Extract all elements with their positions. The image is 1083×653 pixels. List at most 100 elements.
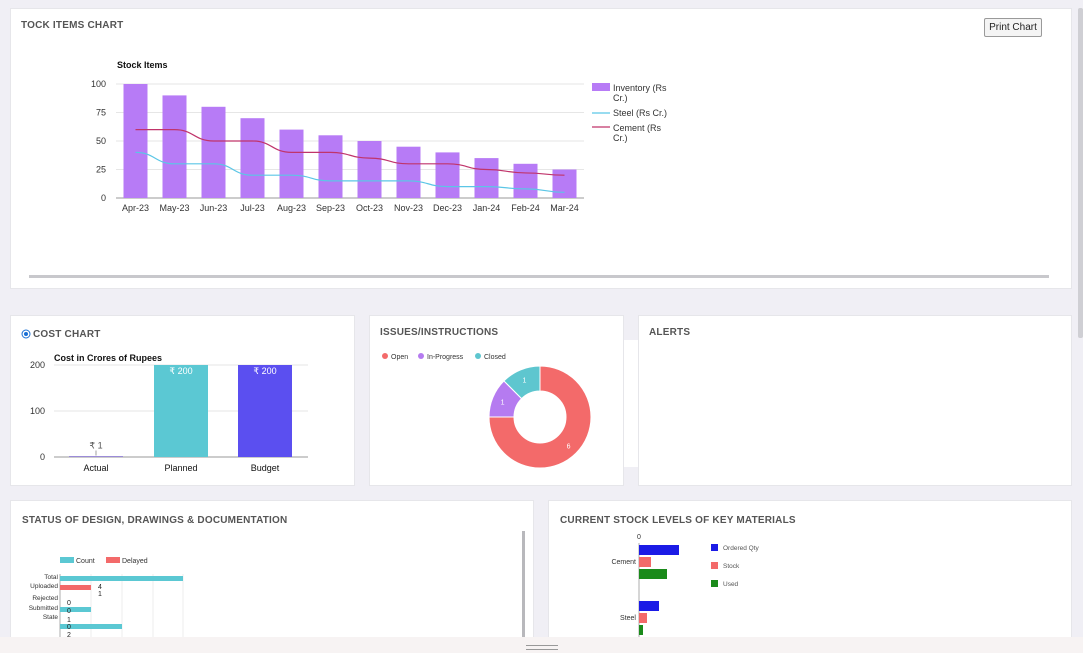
y-tick-label: 50 [96, 136, 106, 146]
legend-swatch [711, 562, 718, 569]
bar-inventory [435, 152, 460, 198]
bar-stock-cement [639, 557, 651, 567]
data-label: ₹ 1 [89, 441, 102, 451]
legend-dot-open [382, 353, 388, 359]
x-tick-label: Planned [164, 463, 197, 473]
y-tick-label: 75 [96, 108, 106, 118]
bar-delayed [60, 585, 91, 590]
bar-inventory [240, 118, 265, 198]
y-tick-label: 100 [91, 79, 106, 89]
legend-label-inventory-cont: Cr.) [613, 93, 628, 103]
data-label: 6 [567, 444, 571, 451]
x-tick-label: Sep-23 [316, 203, 345, 213]
y-tick-label: 100 [30, 406, 45, 416]
resize-handle-icon[interactable] [526, 645, 558, 650]
y-tick-label: 0 [101, 193, 106, 203]
data-label: ₹ 200 [169, 366, 192, 376]
horizontal-scrollbar[interactable] [29, 275, 1049, 278]
legend-swatch-inventory [592, 83, 610, 91]
legend-swatch-delayed [106, 557, 120, 563]
donut-slice-closed [503, 365, 541, 400]
y-tick-label: Cement [611, 559, 636, 566]
chart-title: Cost in Crores of Rupees [54, 353, 162, 363]
legend-label: Open [391, 354, 408, 361]
legend-swatch-count [60, 557, 74, 563]
data-label: 2 [67, 632, 71, 639]
legend-label-inventory: Inventory (Rs [613, 83, 667, 93]
data-label: 1 [67, 617, 71, 624]
data-label: 1 [501, 400, 505, 407]
bar-inventory [396, 146, 421, 198]
x-tick-label: Mar-24 [550, 203, 579, 213]
issues-card-strip [624, 340, 638, 467]
data-label: 0 [67, 600, 71, 607]
bar-budget [238, 365, 292, 457]
bar-inventory [513, 163, 538, 198]
bar-inventory [279, 129, 304, 198]
x-tick-label: Jan-24 [473, 203, 501, 213]
legend-label-steel: Steel (Rs Cr.) [613, 108, 667, 118]
page-scrollbar[interactable] [1078, 8, 1083, 338]
design-status-chart: Count Delayed Total Uploaded Rejected Submitt… [29, 531, 525, 641]
print-chart-button[interactable]: Print Chart [984, 18, 1042, 37]
y-tick-label: 200 [30, 360, 45, 370]
legend-dot-closed [475, 353, 481, 359]
bar-actual [69, 456, 123, 457]
data-label: 1 [98, 591, 102, 598]
radio-icon[interactable] [21, 329, 31, 339]
x-tick-label: Oct-23 [356, 203, 383, 213]
x-tick-label: 0 [637, 534, 641, 541]
x-tick-label: Jul-23 [240, 203, 265, 213]
materials-card: CURRENT STOCK LEVELS OF KEY MATERIALS 0 C… [548, 500, 1072, 650]
vertical-scrollbar[interactable] [522, 531, 525, 641]
x-tick-label: Feb-24 [511, 203, 540, 213]
bar-count [60, 607, 91, 612]
design-status-card: STATUS OF DESIGN, DRAWINGS & DOCUMENTATI… [10, 500, 534, 650]
bar-stock-steel [639, 613, 647, 623]
bar-inventory [357, 141, 382, 198]
bar-count [60, 576, 183, 581]
legend-swatch [711, 544, 718, 551]
data-label: 0 [67, 624, 71, 631]
legend-label: Closed [484, 354, 506, 361]
bar-inventory [123, 84, 148, 198]
line-cement [135, 129, 565, 176]
x-tick-label: May-23 [159, 203, 189, 213]
bar-planned [154, 365, 208, 457]
bar-ordered-cement [639, 545, 679, 555]
y-tick-label: Rejected [32, 595, 58, 602]
line-steel [135, 151, 565, 193]
bar-used-cement [639, 569, 667, 579]
design-status-title: STATUS OF DESIGN, DRAWINGS & DOCUMENTATI… [22, 515, 288, 526]
issues-card: ISSUES/INSTRUCTIONS Open In-Progress Close… [369, 315, 624, 486]
materials-title: CURRENT STOCK LEVELS OF KEY MATERIALS [560, 515, 796, 526]
bar-ordered-steel [639, 601, 659, 611]
legend-label-cement: Cement (Rs [613, 123, 662, 133]
legend-dot-in-progress [418, 353, 424, 359]
y-tick-label: 0 [40, 452, 45, 462]
donut-slice-open [488, 365, 592, 469]
x-tick-label: Apr-23 [122, 203, 149, 213]
chart-title: Stock Items [117, 60, 168, 70]
x-tick-label: Actual [83, 463, 108, 473]
data-label: 4 [98, 584, 102, 591]
legend-label: Ordered Qty [723, 545, 760, 552]
bar-inventory [474, 158, 499, 198]
data-label: 1 [523, 378, 527, 385]
issues-donut-chart: Open In-Progress Closed 6 1 1 [382, 353, 592, 469]
y-tick-label: Steel [620, 615, 636, 622]
legend-label-count: Count [76, 558, 95, 565]
alerts-card: ALERTS [638, 315, 1072, 486]
x-tick-label: Budget [251, 463, 280, 473]
issues-title: ISSUES/INSTRUCTIONS [380, 327, 499, 338]
y-tick-label: 25 [96, 165, 106, 175]
y-tick-label: Total [44, 574, 58, 581]
legend-label-cement-cont: Cr.) [613, 133, 628, 143]
data-label: 0 [67, 608, 71, 615]
cost-chart-card: COST CHART Cost in Crores of Rupees 0 100 2… [10, 315, 355, 486]
cost-chart-title: COST CHART [33, 329, 101, 340]
stock-items-title: TOCK ITEMS CHART [21, 20, 124, 31]
y-tick-label: Submitted [29, 605, 59, 612]
legend-label-delayed: Delayed [122, 558, 148, 565]
alerts-title: ALERTS [649, 327, 691, 338]
